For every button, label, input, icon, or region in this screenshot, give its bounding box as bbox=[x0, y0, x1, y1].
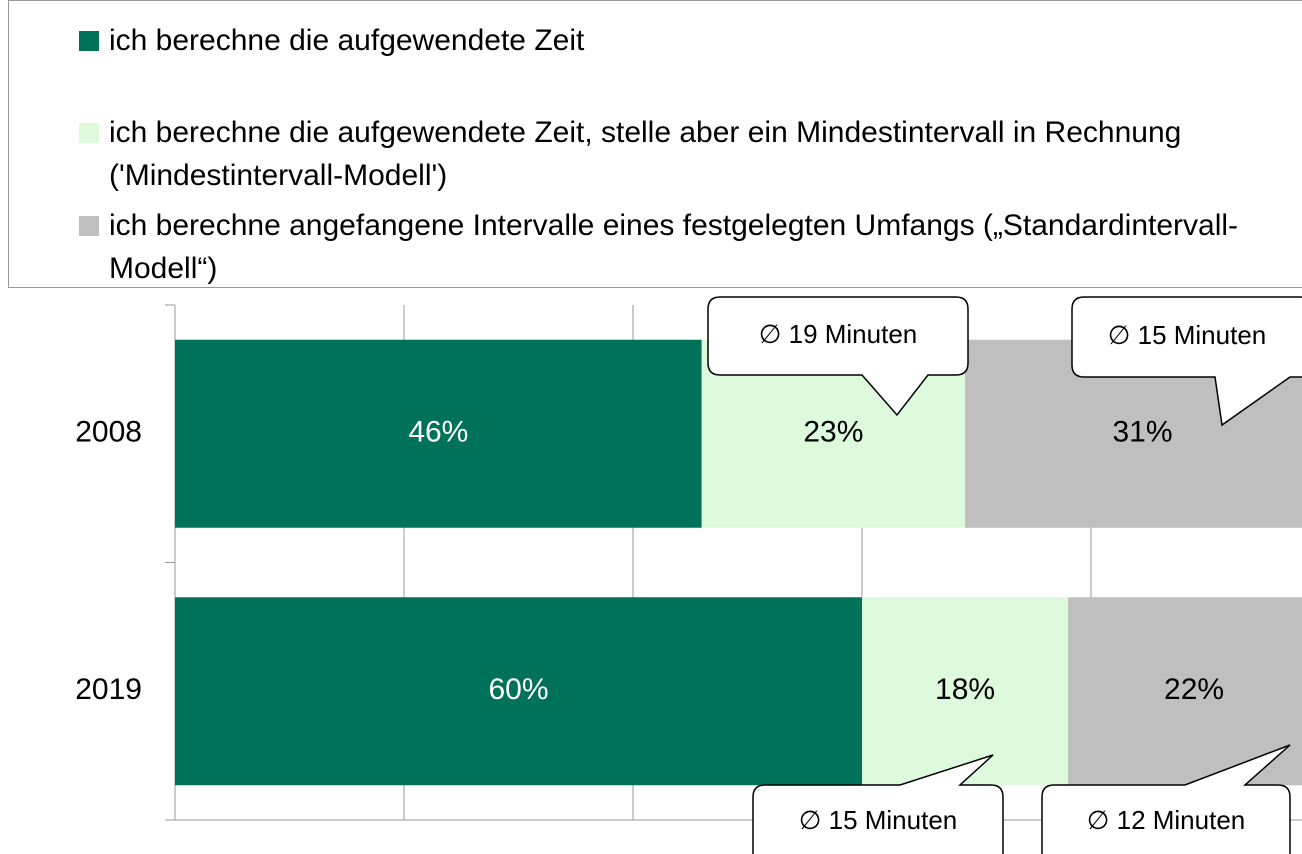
bar-segment bbox=[175, 339, 702, 528]
legend-label: ich berechne angefangene Intervalle eine… bbox=[109, 209, 1239, 285]
callout-label: ∅ 19 Minuten bbox=[759, 319, 918, 349]
value-label: 18% bbox=[935, 673, 995, 706]
value-label: 23% bbox=[803, 416, 863, 449]
callout bbox=[752, 754, 1004, 854]
callout-label: ∅ 12 Minuten bbox=[1087, 805, 1246, 835]
bar-segment bbox=[1068, 597, 1302, 786]
category-label: 2008 bbox=[75, 416, 142, 449]
legend-label: ich berechne die aufgewendete Zeit bbox=[109, 24, 585, 57]
value-label: 60% bbox=[488, 673, 548, 706]
callout bbox=[1071, 296, 1302, 427]
legend-item: ich berechne die aufgewendete Zeit bbox=[79, 19, 1269, 62]
bar-segment bbox=[862, 597, 1069, 786]
legend-item: ich berechne angefangene Intervalle eine… bbox=[79, 204, 1269, 290]
legend-swatch bbox=[79, 31, 99, 51]
legend-item: ich berechne die aufgewendete Zeit, stel… bbox=[79, 111, 1269, 197]
value-label: 31% bbox=[1113, 416, 1173, 449]
value-label: 46% bbox=[408, 416, 468, 449]
callout bbox=[1041, 744, 1291, 854]
callout bbox=[707, 296, 969, 417]
legend-swatch bbox=[79, 123, 99, 143]
callout-label: ∅ 15 Minuten bbox=[1108, 320, 1267, 350]
legend: ich berechne die aufgewendete Zeit ich be… bbox=[8, 0, 1302, 288]
bar-segment bbox=[175, 597, 862, 786]
callout-label: ∅ 15 Minuten bbox=[799, 805, 958, 835]
category-label: 2019 bbox=[75, 673, 142, 706]
legend-swatch bbox=[79, 216, 99, 236]
legend-label: ich berechne die aufgewendete Zeit, stel… bbox=[109, 116, 1182, 192]
value-label: 22% bbox=[1164, 673, 1224, 706]
